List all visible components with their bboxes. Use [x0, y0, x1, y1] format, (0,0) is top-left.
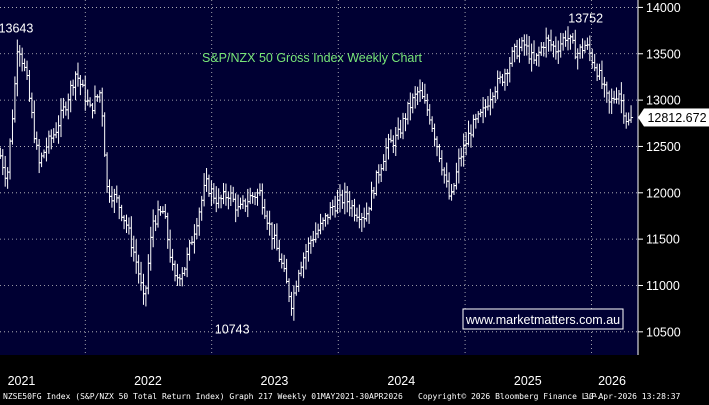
last-value-marker: 12812.672	[638, 108, 709, 127]
annotations: 13643 10743 13752	[0, 11, 603, 336]
chart-area: 10500 11000 11500 12000 12500 13000 13500 14000…	[0, 0, 709, 388]
y-tick-label: 13500	[646, 47, 681, 61]
footer-description: NZSE50FG Index (S&P/NZX 50 Total Return …	[3, 392, 403, 401]
y-tick-label: 12000	[646, 186, 681, 200]
x-tick-label: 2021	[8, 374, 36, 388]
source-badge-box	[462, 308, 624, 330]
y-tick-label: 14000	[646, 1, 681, 15]
y-tick-label: 13000	[646, 94, 681, 108]
chart-title: S&P/NZX 50 Gross Index Weekly Chart	[202, 51, 423, 65]
x-tick-label: 2024	[387, 374, 415, 388]
y-axis-ticks: 10500 11000 11500 12000 12500 13000 13500 14000	[638, 1, 681, 339]
y-tick-label: 11500	[646, 233, 680, 247]
footer-copyright: Copyright© 2026 Bloomberg Finance L.P.	[418, 392, 602, 401]
last-value-label: 12812.672	[647, 111, 706, 125]
source-badge[interactable]: www.marketmatters.com.au	[462, 308, 624, 330]
source-badge-text[interactable]: www.marketmatters.com.au	[465, 313, 620, 327]
x-tick-label: 2025	[514, 374, 542, 388]
y-tick-label: 12500	[646, 140, 681, 154]
x-axis-labels: 2021 2022 2023 2024 2025 2026	[8, 374, 626, 388]
last-value-arrow	[638, 108, 644, 127]
footer-bar: NZSE50FG Index (S&P/NZX 50 Total Return …	[0, 389, 709, 405]
y-tick-label: 11000	[646, 279, 680, 293]
x-tick-label: 2023	[261, 374, 289, 388]
x-tick-label: 2022	[134, 374, 162, 388]
price-bars	[0, 26, 634, 321]
y-tick-label: 10500	[646, 325, 681, 339]
footer-timestamp: 30-Apr-2026 13:28:37	[584, 392, 681, 401]
x-tick-label: 2026	[598, 374, 626, 388]
annotation-label: 13752	[568, 11, 603, 25]
last-value-box	[644, 108, 709, 127]
annotation-label: 10743	[215, 322, 250, 336]
annotation-label: 13643	[0, 22, 33, 36]
